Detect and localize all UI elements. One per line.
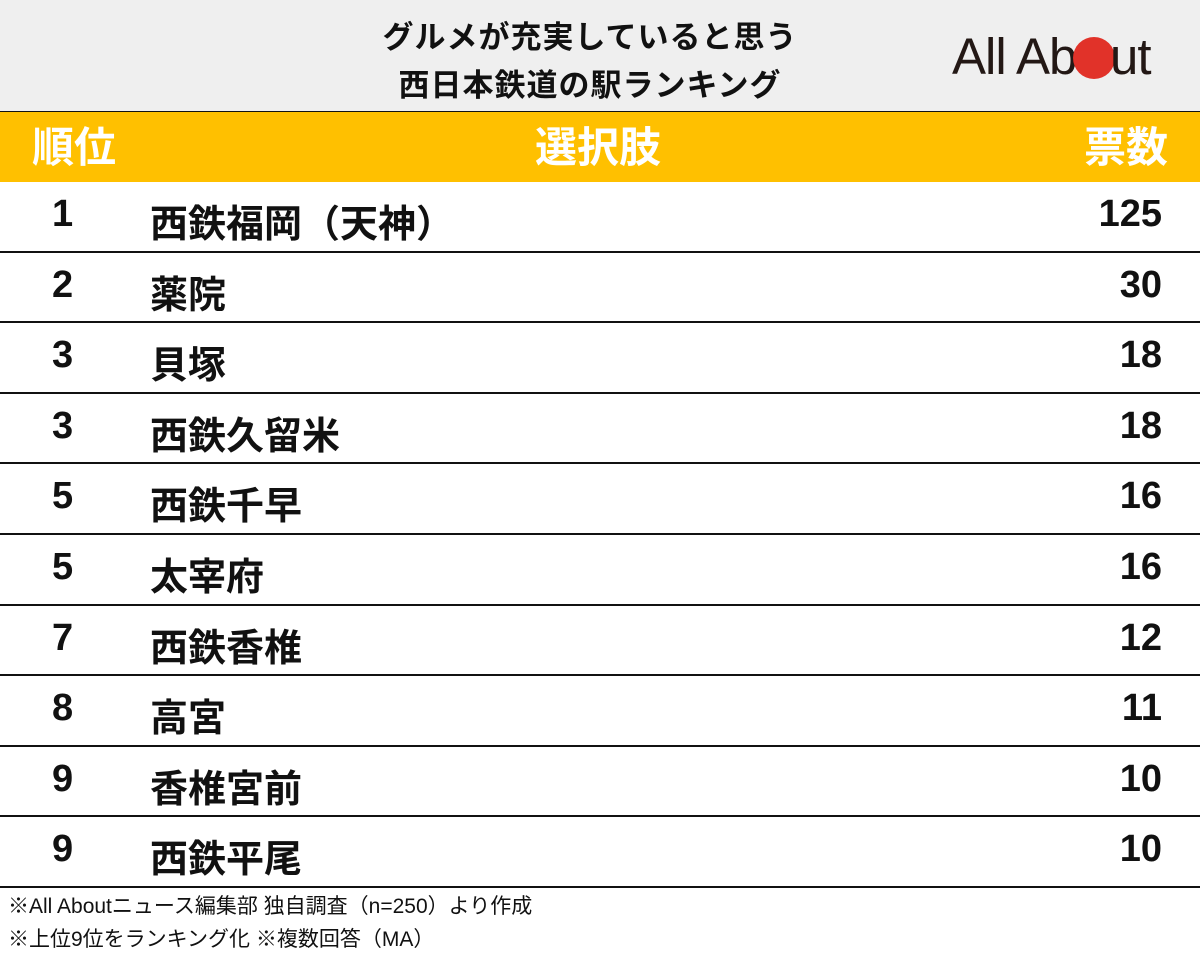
svg-text:ut: ut <box>1110 28 1151 85</box>
svg-text:All Ab: All Ab <box>952 28 1076 85</box>
